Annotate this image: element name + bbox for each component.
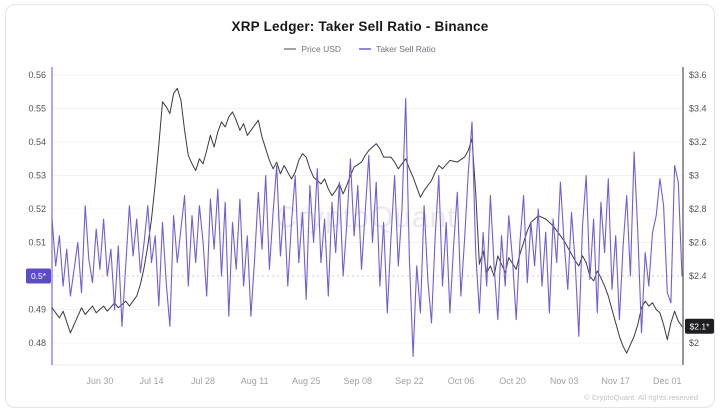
x-axis-tick-label: Oct 06 bbox=[448, 376, 475, 386]
last-value-badge-label: 0.5* bbox=[31, 271, 47, 281]
x-axis-tick-label: Nov 03 bbox=[550, 376, 579, 386]
legend-item-taker-sell-ratio[interactable]: Taker Sell Ratio bbox=[359, 44, 436, 54]
copyright-text: © CryptoQuant. All rights reserved bbox=[584, 393, 698, 402]
x-axis-tick-label: Jun 30 bbox=[86, 376, 113, 386]
right-axis-tick-label: $2 bbox=[689, 338, 699, 348]
left-axis-tick-label: 0.53 bbox=[28, 171, 46, 181]
right-axis-tick-label: $2.6 bbox=[689, 238, 707, 248]
left-axis-tick-label: 0.48 bbox=[28, 338, 46, 348]
taker-sell-ratio-legend-dash-icon bbox=[359, 48, 372, 50]
last-value-badge bbox=[26, 268, 51, 284]
right-axis-tick-label: $3.6 bbox=[689, 70, 707, 80]
legend: Price USD Taker Sell Ratio bbox=[6, 44, 714, 54]
x-axis-tick-label: Jul 28 bbox=[191, 376, 215, 386]
left-axis-tick-label: 0.51 bbox=[28, 238, 46, 248]
right-axis-tick-label: $2.4 bbox=[689, 271, 707, 281]
x-axis-tick-label: Sep 22 bbox=[395, 376, 424, 386]
x-axis-tick-label: Nov 17 bbox=[601, 376, 630, 386]
right-axis-tick-label: $3 bbox=[689, 171, 699, 181]
left-axis-tick-label: 0.49 bbox=[28, 305, 46, 315]
page-title: XRP Ledger: Taker Sell Ratio - Binance bbox=[231, 19, 489, 34]
last-value-badge-label: $2.1* bbox=[690, 321, 711, 331]
left-axis-tick-label: 0.56 bbox=[28, 70, 46, 80]
x-axis-tick-label: Dec 01 bbox=[653, 376, 682, 386]
x-axis-tick-label: Aug 25 bbox=[292, 376, 321, 386]
legend-label: Price USD bbox=[301, 44, 342, 54]
legend-label: Taker Sell Ratio bbox=[376, 44, 436, 54]
right-axis-tick-label: $3.2 bbox=[689, 137, 707, 147]
right-axis-tick-label: $2.8 bbox=[689, 204, 707, 214]
chart-card: XRP Ledger: Taker Sell Ratio - Binance P… bbox=[5, 4, 715, 408]
x-axis-tick-label: Jul 14 bbox=[139, 376, 163, 386]
x-axis-tick-label: Oct 20 bbox=[499, 376, 526, 386]
left-axis-tick-label: 0.55 bbox=[28, 104, 46, 114]
x-axis-tick-label: Aug 11 bbox=[241, 376, 269, 386]
x-axis-tick-label: Sep 08 bbox=[344, 376, 373, 386]
left-axis-tick-label: 0.54 bbox=[28, 137, 46, 147]
legend-item-price-usd[interactable]: Price USD bbox=[284, 44, 341, 54]
chart-plot-area[interactable]: CryptoQuant0.480.490.510.520.530.540.550… bbox=[6, 5, 720, 412]
left-axis-tick-label: 0.52 bbox=[28, 204, 46, 214]
series-line-taker-sell-ratio[interactable] bbox=[51, 97, 683, 357]
right-axis-tick-label: $3.4 bbox=[689, 104, 707, 114]
last-value-badge bbox=[685, 318, 714, 334]
price-usd-legend-dash-icon bbox=[284, 48, 297, 50]
series-line-price-usd[interactable] bbox=[51, 87, 683, 354]
